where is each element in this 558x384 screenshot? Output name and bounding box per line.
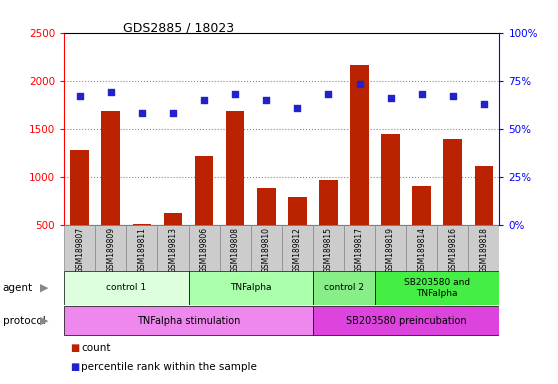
- Bar: [474, 166, 493, 273]
- Text: GSM189814: GSM189814: [417, 227, 426, 273]
- FancyBboxPatch shape: [251, 225, 282, 271]
- Bar: [288, 197, 307, 273]
- FancyBboxPatch shape: [64, 225, 95, 271]
- Text: GSM189819: GSM189819: [386, 227, 395, 273]
- Text: GDS2885 / 18023: GDS2885 / 18023: [123, 21, 234, 34]
- Text: control 1: control 1: [106, 283, 146, 293]
- Bar: [163, 213, 182, 273]
- Point: [355, 81, 364, 88]
- Point: [200, 97, 209, 103]
- Bar: [257, 188, 276, 273]
- FancyBboxPatch shape: [282, 225, 313, 271]
- FancyBboxPatch shape: [437, 225, 468, 271]
- Point: [417, 91, 426, 97]
- FancyBboxPatch shape: [406, 225, 437, 271]
- Text: GSM189810: GSM189810: [262, 227, 271, 273]
- Point: [324, 91, 333, 97]
- Text: GSM189813: GSM189813: [169, 227, 177, 273]
- FancyBboxPatch shape: [468, 225, 499, 271]
- Point: [75, 93, 84, 99]
- FancyBboxPatch shape: [313, 271, 375, 305]
- Text: SB203580 preincubation: SB203580 preincubation: [346, 316, 466, 326]
- FancyBboxPatch shape: [64, 306, 313, 335]
- FancyBboxPatch shape: [344, 225, 375, 271]
- Bar: [133, 224, 151, 273]
- Text: control 2: control 2: [324, 283, 364, 293]
- Text: TNFalpha: TNFalpha: [230, 283, 271, 293]
- Text: ■: ■: [70, 343, 79, 353]
- Point: [479, 101, 488, 107]
- FancyBboxPatch shape: [189, 271, 313, 305]
- Text: GSM189818: GSM189818: [479, 227, 488, 273]
- Bar: [412, 186, 431, 273]
- Point: [448, 93, 457, 99]
- Bar: [350, 65, 369, 273]
- FancyBboxPatch shape: [375, 271, 499, 305]
- Text: protocol: protocol: [3, 316, 46, 326]
- Text: ▶: ▶: [40, 283, 49, 293]
- Text: TNFalpha stimulation: TNFalpha stimulation: [137, 316, 240, 326]
- Point: [293, 104, 302, 111]
- Bar: [381, 134, 400, 273]
- Point: [230, 91, 239, 97]
- FancyBboxPatch shape: [157, 225, 189, 271]
- Bar: [226, 111, 244, 273]
- FancyBboxPatch shape: [95, 225, 126, 271]
- Text: GSM189815: GSM189815: [324, 227, 333, 273]
- Text: GSM189808: GSM189808: [230, 227, 239, 273]
- Point: [137, 110, 146, 116]
- FancyBboxPatch shape: [189, 225, 220, 271]
- Bar: [102, 111, 120, 273]
- Text: GSM189809: GSM189809: [107, 227, 116, 273]
- FancyBboxPatch shape: [313, 225, 344, 271]
- Bar: [70, 150, 89, 273]
- Text: ▶: ▶: [40, 316, 49, 326]
- Text: count: count: [81, 343, 110, 353]
- Text: GSM189817: GSM189817: [355, 227, 364, 273]
- FancyBboxPatch shape: [375, 225, 406, 271]
- Text: agent: agent: [3, 283, 33, 293]
- Text: GSM189806: GSM189806: [200, 227, 209, 273]
- Text: ■: ■: [70, 362, 79, 372]
- Point: [107, 89, 116, 95]
- Text: SB203580 and
TNFalpha: SB203580 and TNFalpha: [404, 278, 470, 298]
- Bar: [319, 180, 338, 273]
- Point: [262, 97, 271, 103]
- Bar: [444, 139, 462, 273]
- FancyBboxPatch shape: [64, 271, 189, 305]
- Bar: [195, 156, 213, 273]
- Text: GSM189807: GSM189807: [75, 227, 84, 273]
- Text: GSM189812: GSM189812: [293, 227, 302, 273]
- Text: GSM189811: GSM189811: [137, 227, 146, 273]
- Point: [169, 110, 177, 116]
- Text: GSM189816: GSM189816: [448, 227, 457, 273]
- FancyBboxPatch shape: [220, 225, 251, 271]
- FancyBboxPatch shape: [313, 306, 499, 335]
- Text: percentile rank within the sample: percentile rank within the sample: [81, 362, 257, 372]
- FancyBboxPatch shape: [126, 225, 157, 271]
- Point: [386, 95, 395, 101]
